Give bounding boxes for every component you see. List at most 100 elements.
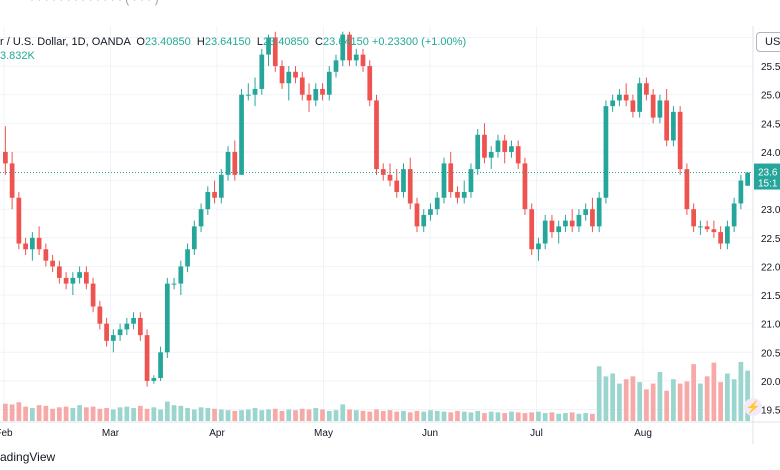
volume-bar	[279, 410, 285, 421]
volume-bar	[549, 412, 555, 421]
volume-bar	[684, 381, 690, 421]
candle-body	[482, 134, 487, 158]
volume-bar	[434, 410, 440, 421]
top-strip: · · · · · · · · · · · · · ( · · · )	[0, 0, 780, 26]
volume-bar	[252, 408, 258, 421]
candle-body	[3, 151, 8, 164]
candle-body	[407, 169, 413, 204]
volume-bar	[137, 405, 143, 421]
candle-body	[603, 106, 609, 198]
volume-bar	[596, 366, 602, 421]
volume-bar	[502, 413, 508, 421]
candle-body	[549, 220, 555, 233]
volume-bar	[367, 411, 373, 421]
chart-area[interactable]: 26.0025.5025.0024.5024.0023.5023.0022.50…	[0, 26, 780, 444]
candle-body	[691, 209, 697, 227]
candle-body	[212, 192, 217, 198]
candle-body	[299, 77, 305, 95]
volume-bar	[623, 379, 629, 421]
candle-body	[488, 151, 494, 158]
candle-body	[394, 180, 400, 193]
volume-bar	[482, 413, 487, 421]
volume-bar	[151, 407, 157, 421]
candle-body	[536, 243, 541, 250]
volume-bar	[70, 408, 76, 421]
candle-body	[522, 163, 528, 210]
volume-bar	[475, 410, 481, 421]
volume-bar	[394, 411, 400, 421]
candle-body	[617, 94, 622, 101]
volume-bar	[576, 413, 582, 421]
last-price-badge	[754, 163, 780, 190]
candle-body	[414, 203, 420, 227]
x-tick-label: Jun	[422, 428, 438, 439]
volume-bar	[522, 413, 528, 421]
x-tick-label: Jul	[530, 428, 543, 439]
volume-bar	[556, 413, 562, 421]
y-tick-label: 23.00	[761, 205, 780, 216]
candle-body	[97, 306, 103, 324]
candle-body	[83, 272, 89, 284]
ohlc-close: C23.64150	[315, 36, 369, 48]
candle-body	[556, 226, 562, 233]
volume-bar	[650, 383, 656, 421]
volume-bar	[245, 409, 251, 421]
candle-body	[455, 192, 460, 198]
candle-body	[718, 232, 723, 244]
candle-body	[16, 197, 22, 244]
volume-bar	[515, 412, 521, 421]
volume-bar	[441, 411, 447, 421]
candle-body	[495, 140, 501, 152]
candle-body	[131, 317, 136, 324]
volume-bar	[509, 411, 514, 421]
volume-bar	[664, 390, 670, 421]
candle-body	[232, 151, 238, 175]
y-tick-label: 24.00	[761, 148, 780, 159]
volume-bar	[16, 402, 22, 421]
volume-bar	[738, 361, 744, 421]
volume-bar	[232, 410, 238, 421]
x-tick-label: Mar	[102, 428, 120, 439]
volume-bar	[468, 412, 474, 421]
volume-bar	[718, 382, 723, 421]
candle-body	[245, 94, 251, 96]
legend-symbol-row: r / U.S. Dollar, 1D, OANDA O23.40850 H23…	[0, 36, 466, 48]
lightning-icon[interactable]: ⚡	[744, 398, 762, 416]
candle-body	[124, 323, 130, 330]
currency-button[interactable]: USD	[756, 32, 780, 52]
candle-body	[671, 111, 676, 141]
volume-bar	[326, 410, 332, 421]
candle-body	[583, 209, 589, 215]
candle-body	[320, 88, 325, 95]
volume-bar	[43, 405, 49, 421]
volume-bar	[333, 410, 339, 421]
candle-body	[293, 71, 298, 78]
volume-bar	[293, 410, 298, 421]
volume-bar	[414, 410, 420, 421]
candle-body	[610, 100, 616, 107]
candle-body	[266, 37, 271, 55]
volume-bar	[401, 410, 406, 421]
candle-body	[178, 266, 184, 284]
volume-bar	[30, 408, 35, 421]
volume-bar	[455, 410, 460, 421]
volume-bar	[731, 379, 737, 421]
candle-body	[70, 277, 76, 284]
volume-bar	[320, 409, 325, 421]
candle-body	[475, 134, 481, 170]
volume-bar	[630, 376, 636, 421]
volume-bar	[266, 409, 271, 421]
y-tick-label: 21.00	[761, 320, 780, 331]
volume-bar	[610, 373, 616, 421]
candle-body	[657, 100, 663, 118]
candle-body	[637, 83, 643, 112]
candle-body	[664, 100, 670, 141]
candle-body	[9, 163, 15, 198]
volume-bar	[9, 404, 15, 421]
volume-bar	[144, 408, 150, 421]
candle-body	[448, 163, 454, 193]
candle-body	[623, 94, 629, 101]
candle-body	[137, 317, 143, 336]
candle-body	[117, 329, 123, 336]
tradingview-brand[interactable]: adingView	[0, 450, 56, 464]
